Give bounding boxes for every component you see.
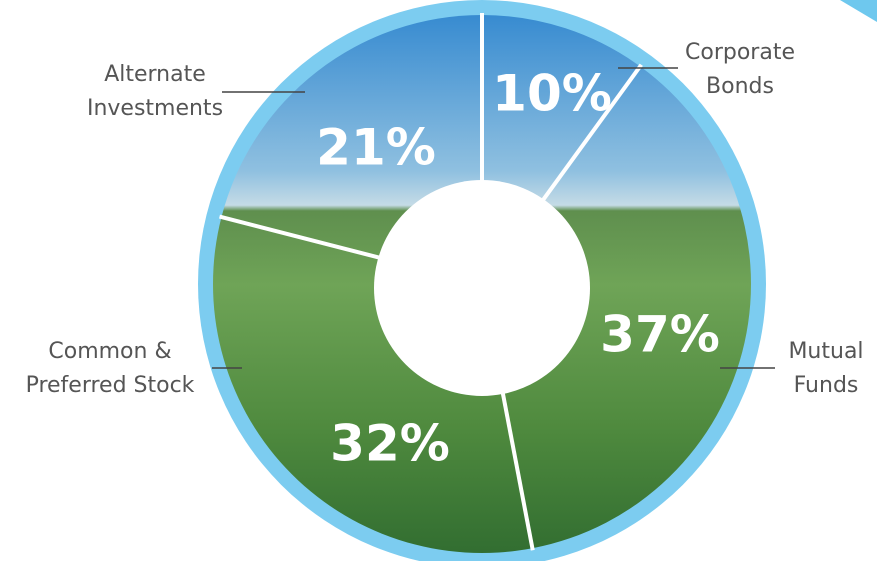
slice <box>482 66 752 549</box>
category-label: Mutual Funds <box>788 339 863 398</box>
category-label-line: Alternate <box>104 62 206 87</box>
corner-decoration <box>840 0 877 22</box>
category-label-line: Funds <box>794 373 859 398</box>
value-label: 32% <box>330 415 450 473</box>
category-label-line: Common & <box>48 339 171 364</box>
value-label: 37% <box>600 306 720 364</box>
category-label: Common & Preferred Stock <box>26 339 195 398</box>
category-label: Corporate Bonds <box>685 40 795 99</box>
category-label-line: Mutual <box>788 339 863 364</box>
value-label: 21% <box>316 119 436 177</box>
donut-hole <box>374 180 590 396</box>
value-label: 10% <box>492 65 612 123</box>
category-label-line: Preferred Stock <box>26 373 195 398</box>
category-label-line: Investments <box>87 96 223 121</box>
category-label: Alternate Investments <box>87 62 223 121</box>
category-label-line: Corporate <box>685 40 795 65</box>
category-label-line: Bonds <box>706 74 774 99</box>
